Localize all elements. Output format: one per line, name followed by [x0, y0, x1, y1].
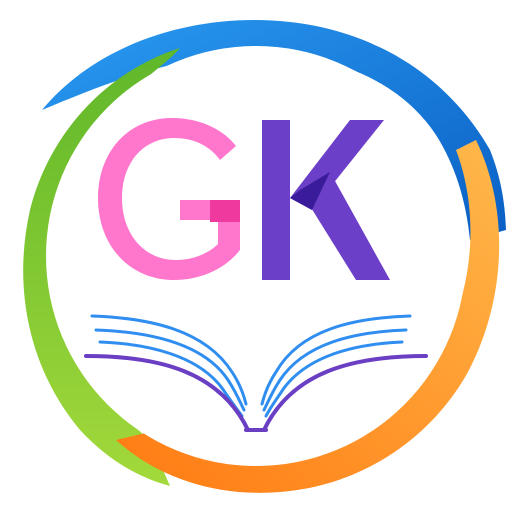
- book-line-right-2: [262, 328, 408, 412]
- ring-segment-green: [23, 48, 181, 486]
- letter-g-shape: [98, 118, 240, 280]
- book-base-right: [262, 354, 428, 432]
- book-base-left: [84, 354, 250, 432]
- letter-k-stem: [262, 120, 290, 280]
- inner-circle: [46, 46, 466, 466]
- book-line-left-2: [94, 328, 246, 412]
- book-line-left-1: [90, 314, 248, 406]
- letter-k-overlap: [290, 172, 330, 210]
- letter-k-lower-arm: [300, 172, 390, 280]
- letter-g-bar-accent: [210, 200, 240, 222]
- letter-g: [98, 118, 240, 280]
- ring-segment-blue: [42, 20, 506, 240]
- open-book-icon: [84, 314, 428, 432]
- book-line-right-3: [264, 340, 404, 418]
- letter-k: [262, 120, 390, 280]
- book-line-right-1: [260, 314, 412, 406]
